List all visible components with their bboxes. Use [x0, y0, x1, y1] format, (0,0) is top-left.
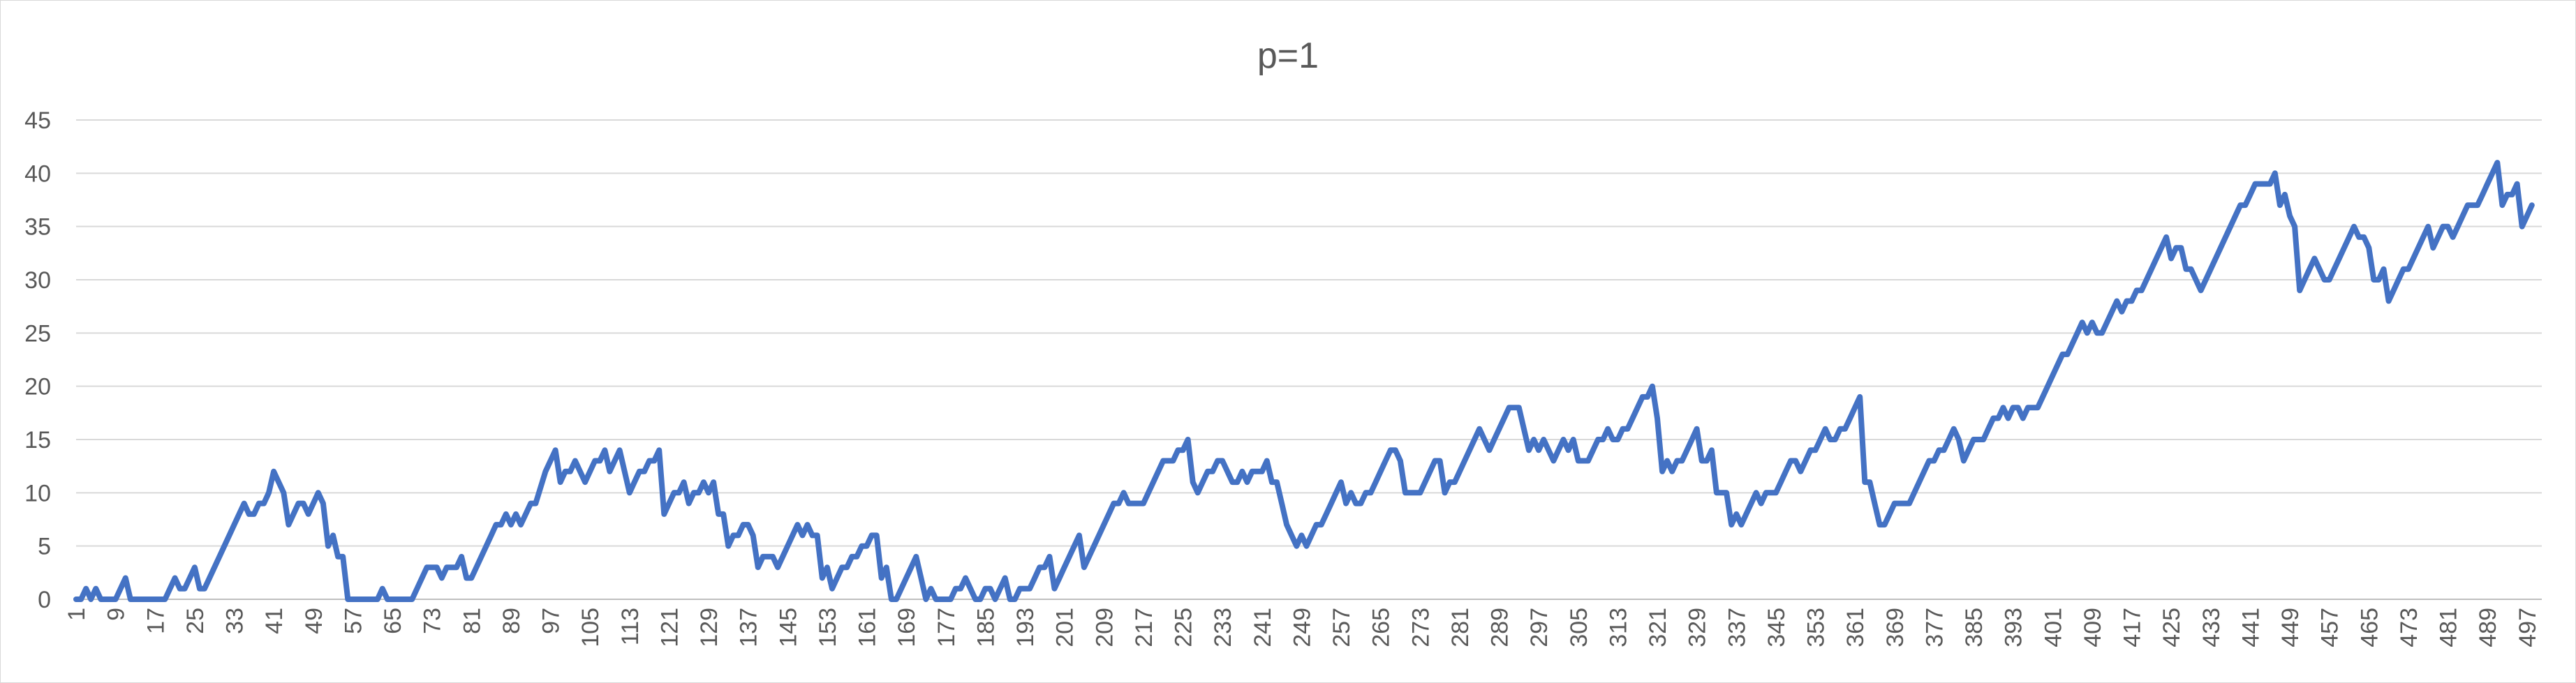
x-tick-label-369: 369	[1882, 608, 1909, 647]
x-tick-label-385: 385	[1961, 608, 1987, 647]
x-tick-label-489: 489	[2475, 608, 2501, 647]
x-tick-label-233: 233	[1210, 608, 1236, 647]
x-tick-label-313: 313	[1605, 608, 1631, 647]
x-tick-label-57: 57	[340, 608, 367, 634]
x-tick-label-153: 153	[815, 608, 841, 647]
y-tick-label-20: 20	[24, 374, 51, 400]
x-tick-label-481: 481	[2436, 608, 2462, 647]
x-tick-label-105: 105	[577, 608, 604, 647]
x-tick-label-425: 425	[2159, 608, 2185, 647]
x-tick-label-449: 449	[2277, 608, 2304, 647]
x-tick-label-89: 89	[498, 608, 525, 634]
y-tick-label-25: 25	[24, 320, 51, 347]
x-tick-label-65: 65	[380, 608, 406, 634]
x-tick-label-361: 361	[1842, 608, 1869, 647]
x-tick-label-209: 209	[1091, 608, 1118, 647]
x-tick-label-265: 265	[1368, 608, 1395, 647]
y-tick-label-15: 15	[24, 427, 51, 453]
x-tick-label-249: 249	[1289, 608, 1315, 647]
y-axis-tick-labels: 0 5 10 15 20 25 30 35 40 45	[24, 107, 51, 613]
x-tick-label-169: 169	[894, 608, 920, 647]
x-tick-label-465: 465	[2356, 608, 2383, 647]
x-tick-label-161: 161	[854, 608, 881, 647]
x-tick-label-417: 417	[2119, 608, 2146, 647]
x-tick-label-345: 345	[1763, 608, 1790, 647]
x-tick-label-257: 257	[1328, 608, 1355, 647]
x-tick-label-329: 329	[1685, 608, 1711, 647]
x-tick-label-473: 473	[2396, 608, 2422, 647]
x-axis-tick-labels: 1 9 17 25 33 41 49 57 65 73 81 89 97 105 113 121 129 137 1…	[64, 608, 2541, 647]
x-tick-label-273: 273	[1407, 608, 1434, 647]
x-tick-label-121: 121	[656, 608, 683, 647]
x-tick-label-73: 73	[420, 608, 446, 634]
y-tick-label-40: 40	[24, 160, 51, 187]
y-tick-label-5: 5	[38, 534, 51, 560]
x-tick-label-377: 377	[1921, 608, 1948, 647]
x-tick-label-41: 41	[261, 608, 288, 634]
x-tick-label-289: 289	[1487, 608, 1513, 647]
x-tick-label-25: 25	[182, 608, 209, 634]
x-tick-label-497: 497	[2515, 608, 2541, 647]
x-tick-label-201: 201	[1052, 608, 1079, 647]
x-tick-label-49: 49	[301, 608, 327, 634]
x-tick-label-409: 409	[2080, 608, 2106, 647]
x-tick-label-9: 9	[103, 608, 130, 621]
x-tick-label-129: 129	[696, 608, 723, 647]
gridlines	[76, 119, 2542, 600]
series-layer	[73, 160, 2535, 602]
x-tick-label-353: 353	[1803, 608, 1830, 647]
x-tick-label-337: 337	[1724, 608, 1750, 647]
x-tick-label-145: 145	[775, 608, 801, 647]
x-tick-label-33: 33	[222, 608, 249, 634]
x-tick-label-185: 185	[972, 608, 999, 647]
x-tick-label-305: 305	[1566, 608, 1592, 647]
x-tick-label-401: 401	[2040, 608, 2066, 647]
x-tick-label-17: 17	[142, 608, 169, 634]
series-line-1	[73, 160, 2535, 602]
x-tick-label-97: 97	[538, 608, 565, 634]
x-tick-label-393: 393	[2001, 608, 2027, 647]
x-tick-label-217: 217	[1131, 608, 1157, 647]
y-tick-label-0: 0	[38, 587, 51, 613]
x-tick-label-433: 433	[2198, 608, 2225, 647]
y-tick-label-45: 45	[24, 107, 51, 134]
x-tick-label-177: 177	[933, 608, 960, 647]
x-tick-label-137: 137	[736, 608, 762, 647]
x-tick-label-281: 281	[1447, 608, 1474, 647]
y-tick-label-35: 35	[24, 214, 51, 241]
x-tick-label-441: 441	[2237, 608, 2264, 647]
x-tick-label-241: 241	[1250, 608, 1276, 647]
x-tick-label-193: 193	[1012, 608, 1039, 647]
chart-title: p=1	[1257, 36, 1319, 76]
y-tick-label-30: 30	[24, 267, 51, 294]
x-tick-label-457: 457	[2317, 608, 2344, 647]
y-tick-label-10: 10	[24, 480, 51, 506]
x-tick-label-321: 321	[1645, 608, 1671, 647]
x-tick-label-1: 1	[64, 608, 90, 621]
x-tick-label-297: 297	[1526, 608, 1553, 647]
x-tick-label-81: 81	[459, 608, 485, 634]
x-tick-label-225: 225	[1171, 608, 1197, 647]
x-tick-label-113: 113	[617, 608, 644, 645]
